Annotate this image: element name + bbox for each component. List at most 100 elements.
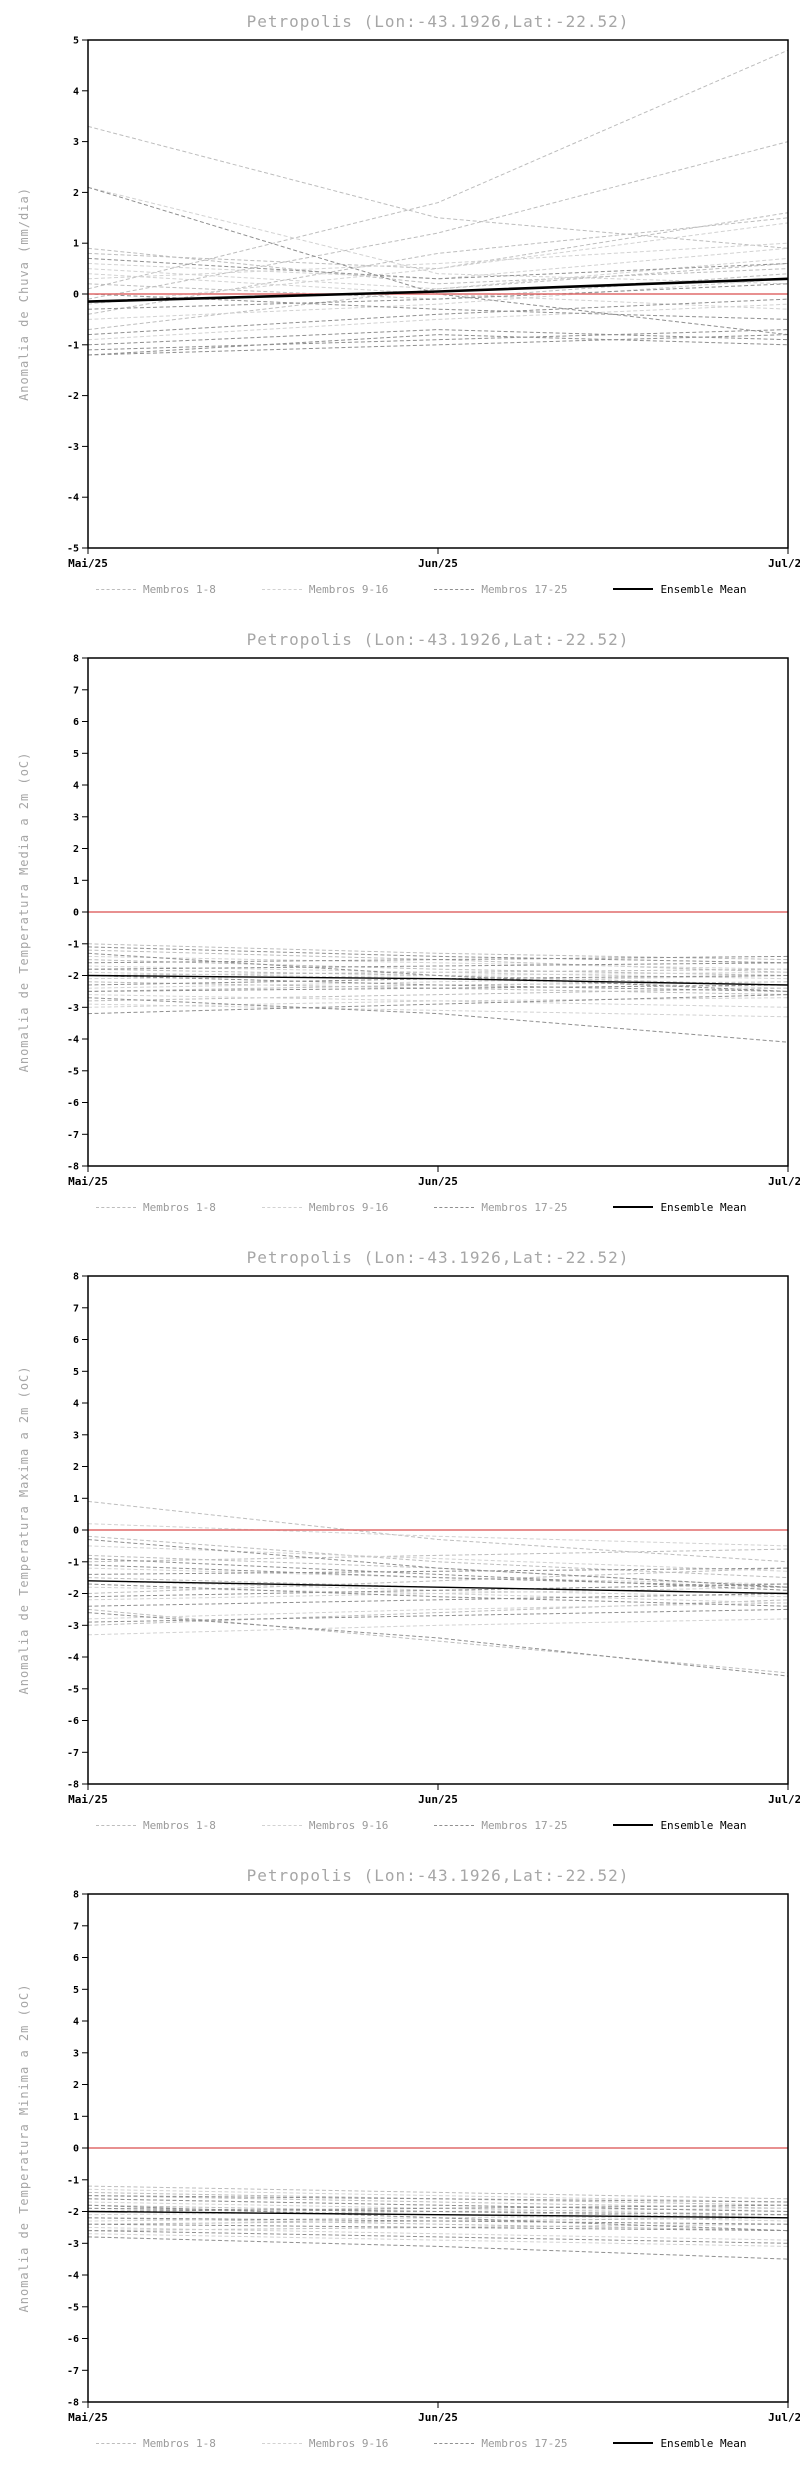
solid-line-sample-icon (613, 588, 654, 590)
member-line (87, 997, 789, 1043)
y-tick-label: -4 (67, 1653, 79, 1664)
y-tick-label: 0 (73, 908, 79, 919)
y-tick-label: 8 (73, 1890, 79, 1901)
legend-item-membros-9-16: Membros 9-16 (261, 1201, 388, 1214)
x-tick-label: Jul/25 (768, 557, 800, 570)
legend-label: Membros 17-25 (481, 1200, 568, 1214)
legend-label: Membros 1-8 (143, 1200, 216, 1214)
y-tick-label: 0 (73, 2144, 79, 2155)
legend-item-membros-9-16: Membros 9-16 (261, 1818, 389, 1832)
member-line (87, 2236, 789, 2260)
y-tick-label: 1 (73, 239, 79, 250)
y-tick-label: -8 (67, 1780, 79, 1791)
y-tick-label: -7 (67, 2366, 79, 2377)
x-tick-label: Mai/25 (68, 557, 108, 570)
precipitation-anomaly-chart: Petropolis (Lon:-43.1926,Lat:-22.52) -5 -… (0, 0, 800, 618)
legend-item-membros-17-25: Membros 17-25 (434, 583, 567, 596)
plot-frame (87, 39, 789, 549)
member-line (87, 141, 789, 300)
solid-line-sample-icon (613, 1824, 654, 1826)
y-tick-label: -5 (67, 1684, 79, 1695)
x-tick-label: Mai/25 (68, 1793, 108, 1806)
y-tick-label: -8 (67, 2398, 79, 2409)
legend-label: Membros 9-16 (308, 1818, 389, 1832)
legend-label: Ensemble Mean (660, 2436, 747, 2450)
member-line (87, 273, 789, 300)
y-tick-label: 6 (73, 717, 79, 728)
dashed-line-sample-icon (261, 1206, 302, 1208)
legend-label: Membros 9-16 (308, 582, 389, 596)
dashed-line-sample-icon (434, 1824, 475, 1826)
y-tick-label: 2 (73, 188, 79, 199)
ensemble-mean-line (87, 1580, 789, 1595)
member-line (87, 1539, 789, 1588)
y-tick-label: -7 (67, 1130, 79, 1141)
legend-label: Membros 9-16 (308, 2436, 389, 2450)
y-tick-label: -6 (67, 2334, 79, 2345)
dashed-line-sample-icon (96, 1206, 136, 1208)
legend-item-membros-9-16: Membros 9-16 (261, 582, 389, 596)
y-tick-label: -5 (67, 544, 79, 555)
y-axis-label: Anomalia de Chuva (mm/dia) (17, 187, 31, 401)
plot-frame (87, 657, 789, 1167)
y-axis-label: Anomalia de Temperatura Minima a 2m (oC) (17, 1984, 31, 2313)
y-tick-label: 5 (73, 749, 79, 760)
member-line (87, 1545, 789, 1572)
max-temperature-anomaly-plot: -8 -7 -6 -5 -4 -3 -2 -1 0 1 2 3 4 5 6 7 8 Mai/25 Jun/25 Jul… (17, 1272, 800, 1807)
member-line (87, 263, 789, 331)
member-line (87, 2204, 789, 2212)
y-tick-label: 3 (73, 812, 79, 823)
y-tick-label: -3 (67, 1003, 79, 1014)
dashed-line-sample-icon (434, 1206, 475, 1208)
chart-title: Petropolis (Lon:-43.1926,Lat:-22.52) (246, 1248, 630, 1267)
legend-label: Ensemble Mean (660, 1200, 747, 1214)
chart-title: Petropolis (Lon:-43.1926,Lat:-22.52) (246, 12, 630, 31)
legend-item-membros-1-8: Membros 1-8 (96, 1201, 216, 1214)
y-tick-label: 3 (73, 1430, 79, 1441)
x-tick-label: Mai/25 (68, 2411, 108, 2424)
y-tick-label: 3 (73, 137, 79, 148)
y-tick-label: 2 (73, 1462, 79, 1473)
y-tick-label: -1 (67, 2175, 79, 2186)
y-tick-label: -2 (67, 1589, 79, 1600)
y-tick-label: 1 (73, 1494, 79, 1505)
member-line (87, 1608, 789, 1674)
member-line (87, 2188, 789, 2203)
member-line (87, 247, 789, 285)
min-temperature-anomaly-plot: -8 -7 -6 -5 -4 -3 -2 -1 0 1 2 3 4 5 6 7 8 Mai/25 Jun/25 Jul… (17, 1890, 800, 2425)
member-line (87, 2230, 789, 2244)
y-tick-label: -3 (67, 2239, 79, 2250)
y-tick-label: 0 (73, 290, 79, 301)
dashed-line-sample-icon (96, 2442, 136, 2444)
y-tick-label: -3 (67, 442, 79, 453)
y-tick-label: -6 (67, 1716, 79, 1727)
min-temperature-anomaly-chart: Petropolis (Lon:-43.1926,Lat:-22.52) -8 -… (0, 1854, 800, 2472)
legend-item-membros-9-16: Membros 9-16 (261, 2436, 389, 2450)
member-line (87, 1500, 789, 1563)
legend-item-ensemble-mean: Ensemble Mean (613, 1200, 747, 1214)
y-tick-label: 7 (73, 685, 79, 696)
legend-label: Membros 1-8 (143, 582, 216, 596)
y-tick-label: -1 (67, 340, 79, 351)
chart-title: Petropolis (Lon:-43.1926,Lat:-22.52) (246, 1866, 630, 1885)
y-tick-label: -5 (67, 2302, 79, 2313)
solid-line-sample-icon (613, 2442, 654, 2444)
member-line (87, 1567, 789, 1585)
y-tick-label: -8 (67, 1162, 79, 1173)
y-tick-label: 6 (73, 1953, 79, 1964)
dashed-line-sample-icon (261, 2442, 302, 2444)
legend: Membros 1-8 Membros 9-16 Membros 17-25 E… (0, 574, 800, 618)
y-tick-label: -7 (67, 1748, 79, 1759)
mean-temperature-anomaly-chart: Petropolis (Lon:-43.1926,Lat:-22.52) -8-… (0, 618, 800, 1236)
x-tick-label: Jul/25 (768, 2411, 800, 2424)
legend-item-ensemble-mean: Ensemble Mean (613, 1818, 747, 1832)
legend-label: Ensemble Mean (660, 1818, 747, 1832)
member-line (87, 334, 789, 356)
y-tick-label: -5 (67, 1066, 79, 1077)
legend-item-membros-1-8: Membros 1-8 (96, 1819, 216, 1832)
legend-item-ensemble-mean: Ensemble Mean (613, 2436, 747, 2450)
ensemble-mean-line (87, 277, 789, 303)
y-tick-label: 4 (73, 1399, 79, 1410)
legend-label: Membros 17-25 (481, 582, 568, 596)
plot-frame (87, 1893, 789, 2403)
